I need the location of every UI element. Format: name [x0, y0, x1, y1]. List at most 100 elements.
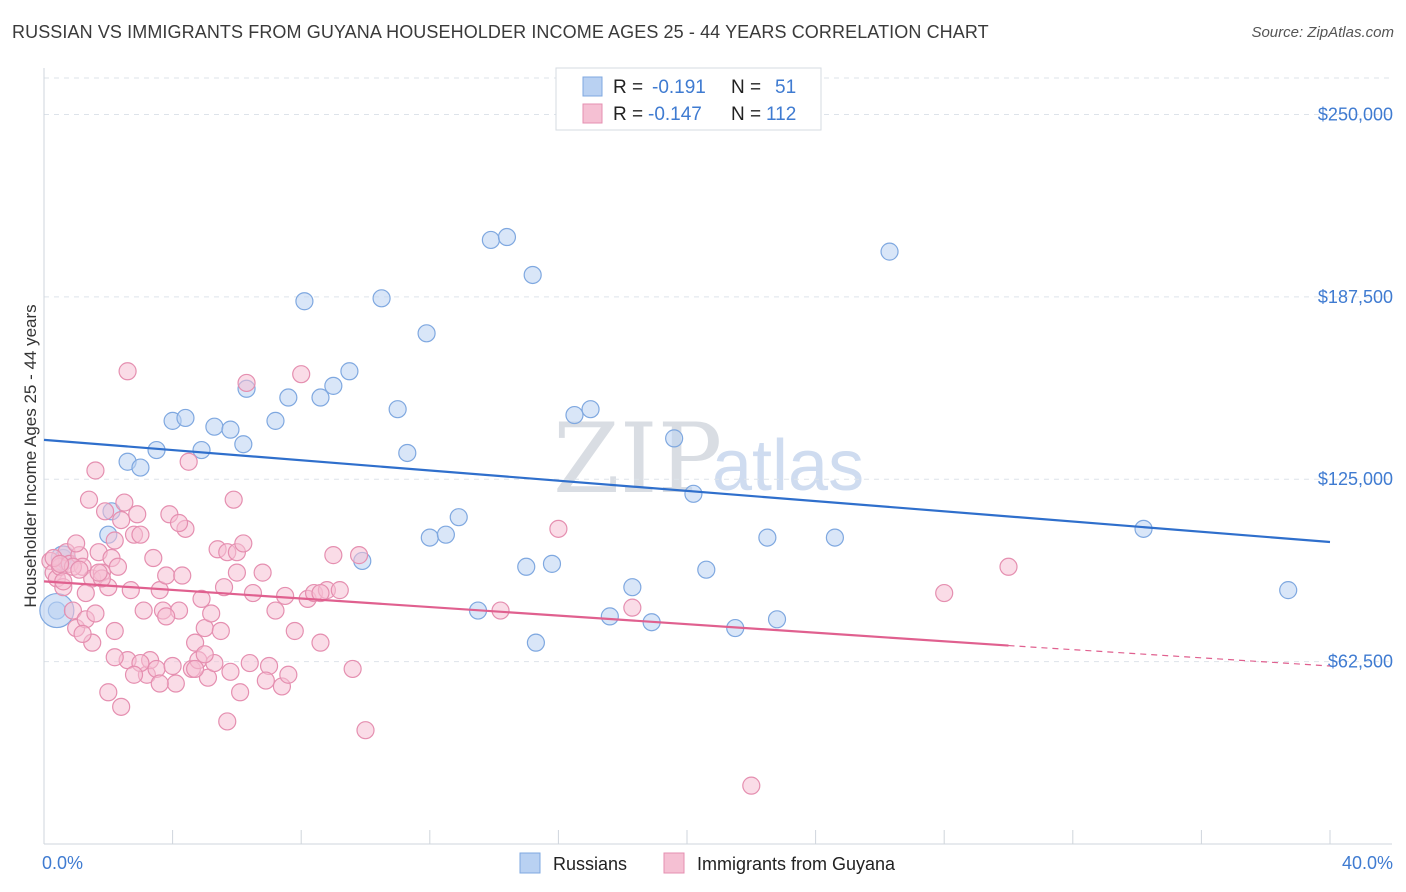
- grid-lines: [44, 77, 1392, 663]
- data-point-guyana: [115, 493, 134, 512]
- chart-source: Source: ZipAtlas.com: [1251, 24, 1394, 41]
- data-point-guyana: [266, 601, 285, 620]
- data-point-guyana: [186, 659, 205, 679]
- legend-swatch-russians: [582, 76, 603, 97]
- data-point-guyana: [150, 674, 169, 693]
- x-tick-label-min: 0.0%: [42, 853, 83, 873]
- bottom-legend-label-guyana: Immigrants from Guyana: [697, 854, 896, 874]
- data-point-guyana: [349, 546, 369, 565]
- data-point-guyana: [218, 712, 237, 731]
- data-point-guyana: [623, 598, 642, 617]
- legend-swatch-guyana: [582, 103, 603, 124]
- data-point-guyana: [86, 461, 105, 480]
- data-point-russian: [324, 376, 343, 395]
- data-point-russian: [205, 417, 224, 436]
- data-point-guyana: [89, 563, 108, 582]
- data-point-guyana: [86, 604, 105, 623]
- data-point-guyana: [179, 452, 198, 471]
- correlation-legend: R = -0.191 N = 51 R = -0.147 N = 112: [555, 67, 822, 131]
- data-point-guyana: [124, 665, 144, 684]
- data-point-guyana: [224, 490, 243, 509]
- data-point-russian: [192, 440, 211, 460]
- legend-r-value-russians: -0.191: [652, 77, 706, 98]
- legend-r-label-russians: R =: [613, 77, 643, 98]
- data-point-russian: [767, 610, 787, 629]
- data-point-guyana: [935, 583, 954, 603]
- series-guyana: [41, 362, 1018, 795]
- data-point-russian: [526, 633, 545, 652]
- data-point-russian: [234, 435, 253, 454]
- data-point-guyana: [202, 604, 221, 623]
- bottom-legend-swatch-russians: [519, 852, 541, 874]
- data-point-guyana: [121, 581, 140, 600]
- data-point-russian: [420, 528, 439, 547]
- data-point-guyana: [311, 633, 330, 652]
- data-point-guyana: [166, 674, 185, 693]
- data-point-russian: [497, 227, 517, 247]
- data-point-russian: [565, 405, 584, 425]
- legend-n-label-russians: N =: [731, 77, 761, 98]
- data-point-russian: [1279, 581, 1298, 600]
- data-point-guyana: [105, 648, 124, 667]
- data-point-russian: [176, 408, 195, 428]
- watermark-atlas: atlas: [712, 426, 864, 506]
- data-point-guyana: [253, 563, 272, 582]
- trend-line-guyana-extrapolated: [1008, 644, 1331, 667]
- data-point-guyana: [67, 534, 86, 553]
- data-point-russian: [697, 560, 716, 579]
- data-point-guyana: [330, 581, 349, 600]
- data-point-guyana: [279, 665, 298, 684]
- data-point-guyana: [95, 502, 115, 521]
- data-point-russian: [417, 324, 436, 343]
- data-point-guyana: [108, 557, 128, 576]
- data-point-guyana: [214, 578, 234, 597]
- data-point-guyana: [105, 531, 124, 550]
- data-point-guyana: [70, 560, 89, 579]
- data-point-guyana: [234, 534, 253, 553]
- data-point-guyana: [73, 624, 92, 643]
- chart-title: RUSSIAN VS IMMIGRANTS FROM GUYANA HOUSEH…: [12, 22, 989, 42]
- data-point-guyana: [211, 621, 230, 641]
- data-point-guyana: [99, 683, 118, 702]
- data-point-guyana: [76, 583, 95, 603]
- data-point-russian: [684, 484, 703, 503]
- data-point-guyana: [105, 621, 124, 641]
- data-point-guyana: [221, 662, 240, 681]
- data-point-russian: [623, 578, 642, 597]
- data-point-russian: [221, 420, 240, 439]
- data-point-guyana: [79, 490, 99, 509]
- legend-r-value-guyana: -0.147: [648, 104, 702, 125]
- legend-n-value-russians: 51: [775, 77, 796, 98]
- data-point-guyana: [118, 362, 137, 381]
- data-point-guyana: [112, 510, 131, 530]
- data-point-russian: [279, 388, 298, 407]
- data-point-russian: [340, 362, 359, 381]
- data-point-guyana: [285, 621, 304, 641]
- legend-r-label-guyana: R =: [613, 104, 643, 125]
- y-tick-labels: $62,500 $125,000 $187,500 $250,000: [1318, 104, 1393, 671]
- data-point-russian: [481, 230, 500, 250]
- data-point-guyana: [999, 557, 1018, 576]
- data-point-guyana: [186, 633, 205, 652]
- x-ticks: [43, 830, 1331, 844]
- data-point-guyana: [324, 546, 343, 565]
- data-point-guyana: [63, 601, 83, 620]
- data-point-guyana: [128, 505, 147, 524]
- y-tick-label: $125,000: [1318, 469, 1393, 489]
- data-point-guyana: [192, 589, 211, 608]
- data-point-guyana: [173, 566, 192, 585]
- data-point-guyana: [243, 583, 263, 603]
- data-point-russian: [758, 528, 777, 547]
- data-point-guyana: [157, 607, 176, 626]
- data-point-russian: [581, 400, 600, 419]
- data-point-guyana: [343, 659, 362, 679]
- legend-n-value-guyana: 112: [766, 104, 796, 125]
- data-point-guyana: [163, 656, 182, 676]
- data-point-guyana: [112, 697, 131, 716]
- data-point-russian: [825, 528, 844, 547]
- bottom-legend-label-russians: Russians: [553, 854, 627, 874]
- data-point-russian: [295, 292, 314, 311]
- data-point-russian: [665, 429, 684, 448]
- data-point-guyana: [227, 563, 246, 582]
